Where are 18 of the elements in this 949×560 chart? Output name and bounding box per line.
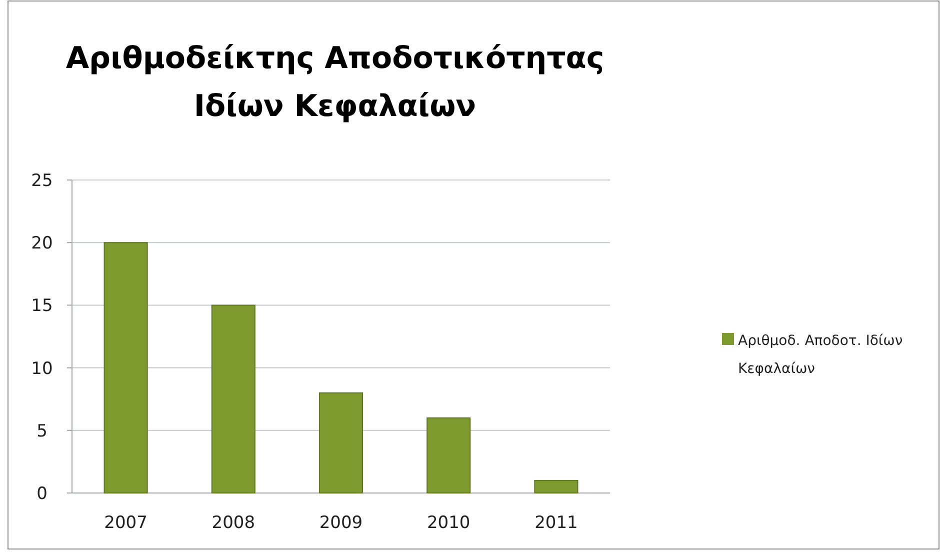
bar xyxy=(211,304,256,494)
x-tick-label: 2008 xyxy=(212,513,256,533)
chart-title: Αριθμοδείκτης Αποδοτικότητας Ιδίων Κεφαλαίων xyxy=(66,41,604,124)
y-tick-label: 5 xyxy=(36,421,48,442)
y-tick-label: 15 xyxy=(31,296,53,316)
bar xyxy=(534,480,578,494)
y-tick-label: 0 xyxy=(36,484,48,504)
x-tick-label: 2009 xyxy=(319,513,363,533)
bar xyxy=(104,242,148,494)
x-tick-label: 2010 xyxy=(426,513,470,533)
bar xyxy=(318,392,364,494)
x-tick-label: 2007 xyxy=(104,513,148,533)
y-tick-label: 20 xyxy=(31,234,53,254)
y-tick-label: 25 xyxy=(31,170,53,191)
y-tick-label: 10 xyxy=(31,358,53,379)
legend-label: Αριθμοδ. Αποδοτ. Ιδίων Κεφαλαίων xyxy=(738,333,903,377)
bar xyxy=(426,417,471,494)
x-tick-label: 2011 xyxy=(534,513,578,533)
